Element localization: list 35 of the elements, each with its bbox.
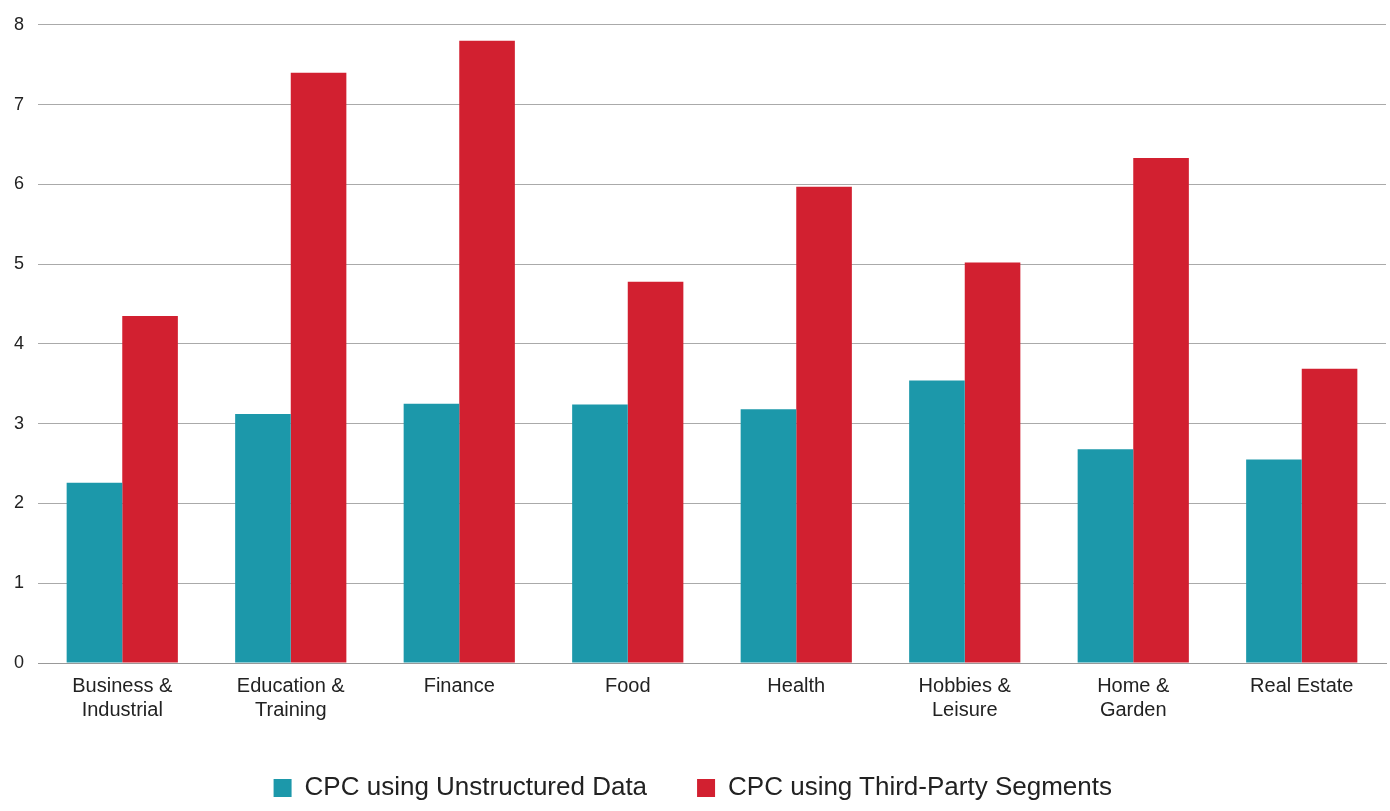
y-tick-label: 0 bbox=[14, 651, 25, 672]
y-tick-label: 8 bbox=[14, 13, 25, 34]
y-tick-label: 6 bbox=[14, 173, 25, 194]
legend-label: CPC using Third-Party Segments bbox=[728, 771, 1112, 802]
bar bbox=[403, 403, 460, 663]
bar bbox=[796, 186, 852, 663]
y-tick-label: 5 bbox=[14, 253, 25, 274]
bar bbox=[290, 72, 347, 663]
bar bbox=[1077, 449, 1134, 663]
bar bbox=[66, 482, 123, 663]
bar bbox=[909, 380, 965, 663]
bar bbox=[964, 262, 1021, 663]
bar bbox=[1133, 158, 1189, 663]
y-tick-label: 3 bbox=[14, 412, 25, 433]
bar bbox=[459, 40, 515, 663]
x-tick-label: Finance bbox=[423, 673, 495, 696]
y-tick-label: 4 bbox=[14, 332, 25, 353]
y-tick-label: 2 bbox=[14, 492, 25, 513]
bar bbox=[1301, 368, 1358, 663]
bar bbox=[235, 414, 291, 663]
x-tick-label: Health bbox=[767, 673, 826, 696]
bar bbox=[572, 404, 628, 663]
bar bbox=[627, 281, 684, 663]
x-tick-label: Business & Industrial bbox=[72, 673, 173, 720]
x-tick-label: Education & Training bbox=[236, 673, 346, 720]
y-tick-label: 7 bbox=[14, 93, 25, 114]
legend-label: CPC using Unstructured Data bbox=[304, 771, 648, 802]
x-tick-label: Home & Garden bbox=[1097, 673, 1171, 720]
bar bbox=[740, 409, 797, 663]
bar bbox=[1246, 459, 1302, 663]
x-tick-label: Food bbox=[604, 673, 651, 696]
bar bbox=[122, 315, 178, 663]
x-tick-label: Real Estate bbox=[1250, 673, 1354, 696]
y-tick-label: 1 bbox=[14, 572, 25, 593]
x-tick-label: Hobbies & Leisure bbox=[918, 673, 1012, 720]
